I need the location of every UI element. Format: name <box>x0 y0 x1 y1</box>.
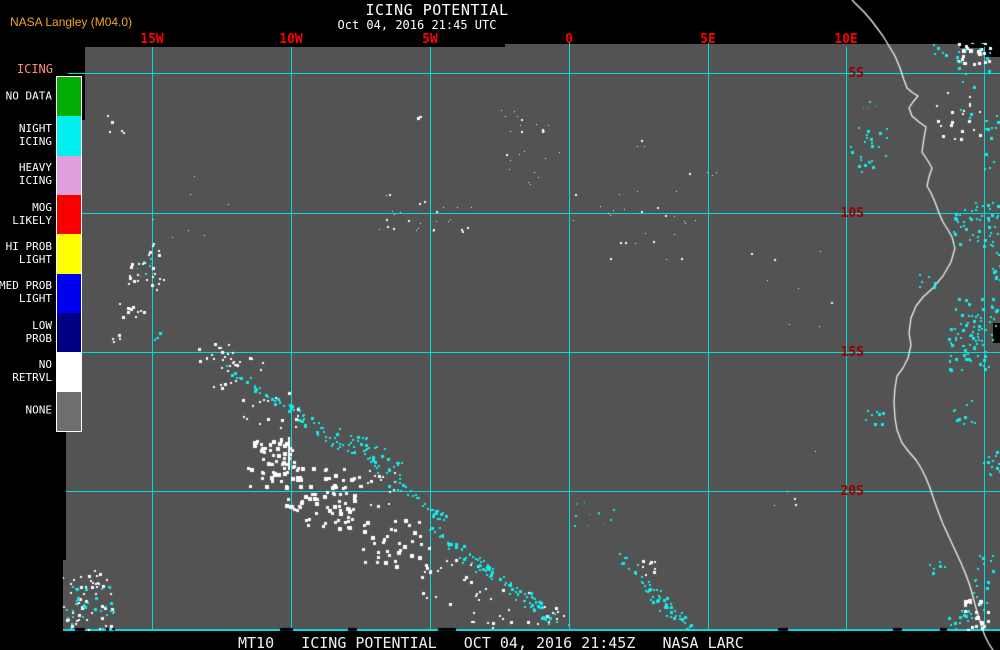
caption-bar: MT10 ICING POTENTIAL OCT 04, 2016 21:45Z… <box>238 634 744 650</box>
legend-label-heavy-icing: HEAVY ICING <box>18 161 52 188</box>
legend-label-night-icing: NIGHT ICING <box>18 122 52 148</box>
legend-swatch-no-data <box>57 77 81 117</box>
legend-label-no-retrvl: NO RETRVL <box>12 358 52 384</box>
lat-label-10S: 10S <box>840 206 864 221</box>
legend-swatch-night-icing <box>57 116 81 156</box>
legend-label-none: NONE <box>25 403 53 417</box>
timestamp: Oct 04, 2016 21:45 UTC <box>337 18 497 32</box>
legend-label-hi-prob-light: HI PROB LIGHT <box>5 240 52 266</box>
legend-label-mog-likely: MOG LIKELY <box>12 200 52 227</box>
lon-label-5E: 5E <box>700 32 716 47</box>
legend-swatch-hi-prob-light <box>57 234 81 274</box>
lat-label-15S: 15S <box>840 345 864 360</box>
lon-label-5W: 5W <box>422 32 438 47</box>
legend-label-low-prob: LOW PROB <box>25 318 53 345</box>
legend-swatch-low-prob <box>57 312 81 353</box>
legend-label-med-prob-light: MED PROB LIGHT <box>0 279 52 306</box>
lon-label-10W: 10W <box>279 32 303 47</box>
lat-label-20S: 20S <box>840 484 864 499</box>
legend-swatch-med-prob-light <box>57 273 81 313</box>
legend-swatch-none <box>57 391 81 431</box>
legend-colorbar <box>56 76 82 432</box>
legend-swatch-heavy-icing <box>57 155 81 195</box>
legend-swatch-no-retrvl <box>57 352 81 392</box>
legend-title: ICING <box>16 62 53 76</box>
lat-label-5S: 5S <box>848 66 864 81</box>
lon-label-10E: 10E <box>834 32 858 47</box>
page-title: ICING POTENTIAL <box>365 1 509 19</box>
legend-swatch-mog-likely <box>57 194 81 235</box>
lon-label-15W: 15W <box>140 32 164 47</box>
legend-label-no-data: NO DATA <box>5 89 52 103</box>
nasa-credit: NASA Langley (M04.0) <box>10 15 133 29</box>
lon-label-0: 0 <box>565 32 573 47</box>
